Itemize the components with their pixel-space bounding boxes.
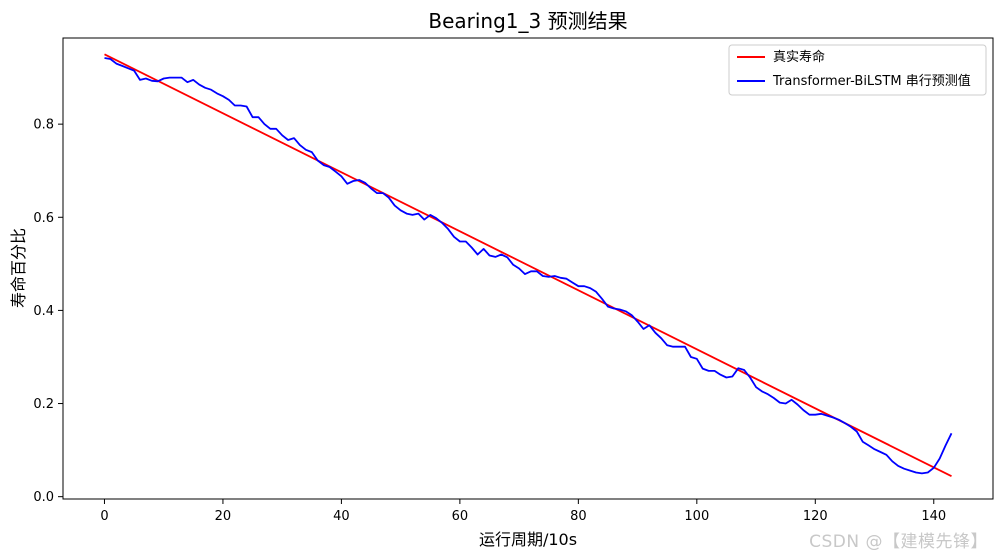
x-tick-label: 80 [570,509,587,524]
x-tick-label: 0 [100,509,108,524]
y-ticks: 0.0 0.2 0.4 0.6 0.8 [33,118,63,505]
x-tick-label: 40 [333,509,350,524]
y-tick-label: 0.6 [33,211,54,226]
legend-box [728,44,987,96]
y-tick-label: 0.0 [33,490,54,505]
series-lines [104,53,953,478]
legend-label-true-life: 真实寿命 [773,49,825,65]
chart-title: Bearing1_3 预测结果 [428,9,627,33]
plot-frame [62,37,994,500]
y-tick-label: 0.4 [33,304,54,319]
series-line-true-life [104,53,952,478]
y-axis-label: 寿命百分比 [9,228,28,308]
legend-label-prediction: Transformer-BiLSTM 串行预测值 [772,73,971,89]
y-tick-label: 0.2 [33,397,54,412]
legend: 真实寿命 Transformer-BiLSTM 串行预测值 [728,44,987,96]
x-tick-label: 100 [684,509,709,524]
y-tick-label: 0.8 [33,118,54,133]
watermark: CSDN @【建模先锋】 [809,532,988,552]
series-line-prediction [104,57,953,475]
x-tick-label: 20 [215,509,232,524]
x-ticks: 0 20 40 60 80 100 120 140 [100,499,946,524]
x-axis-label: 运行周期/10s [479,530,577,549]
x-tick-label: 120 [803,509,828,524]
x-tick-label: 140 [921,509,946,524]
x-tick-label: 60 [452,509,469,524]
